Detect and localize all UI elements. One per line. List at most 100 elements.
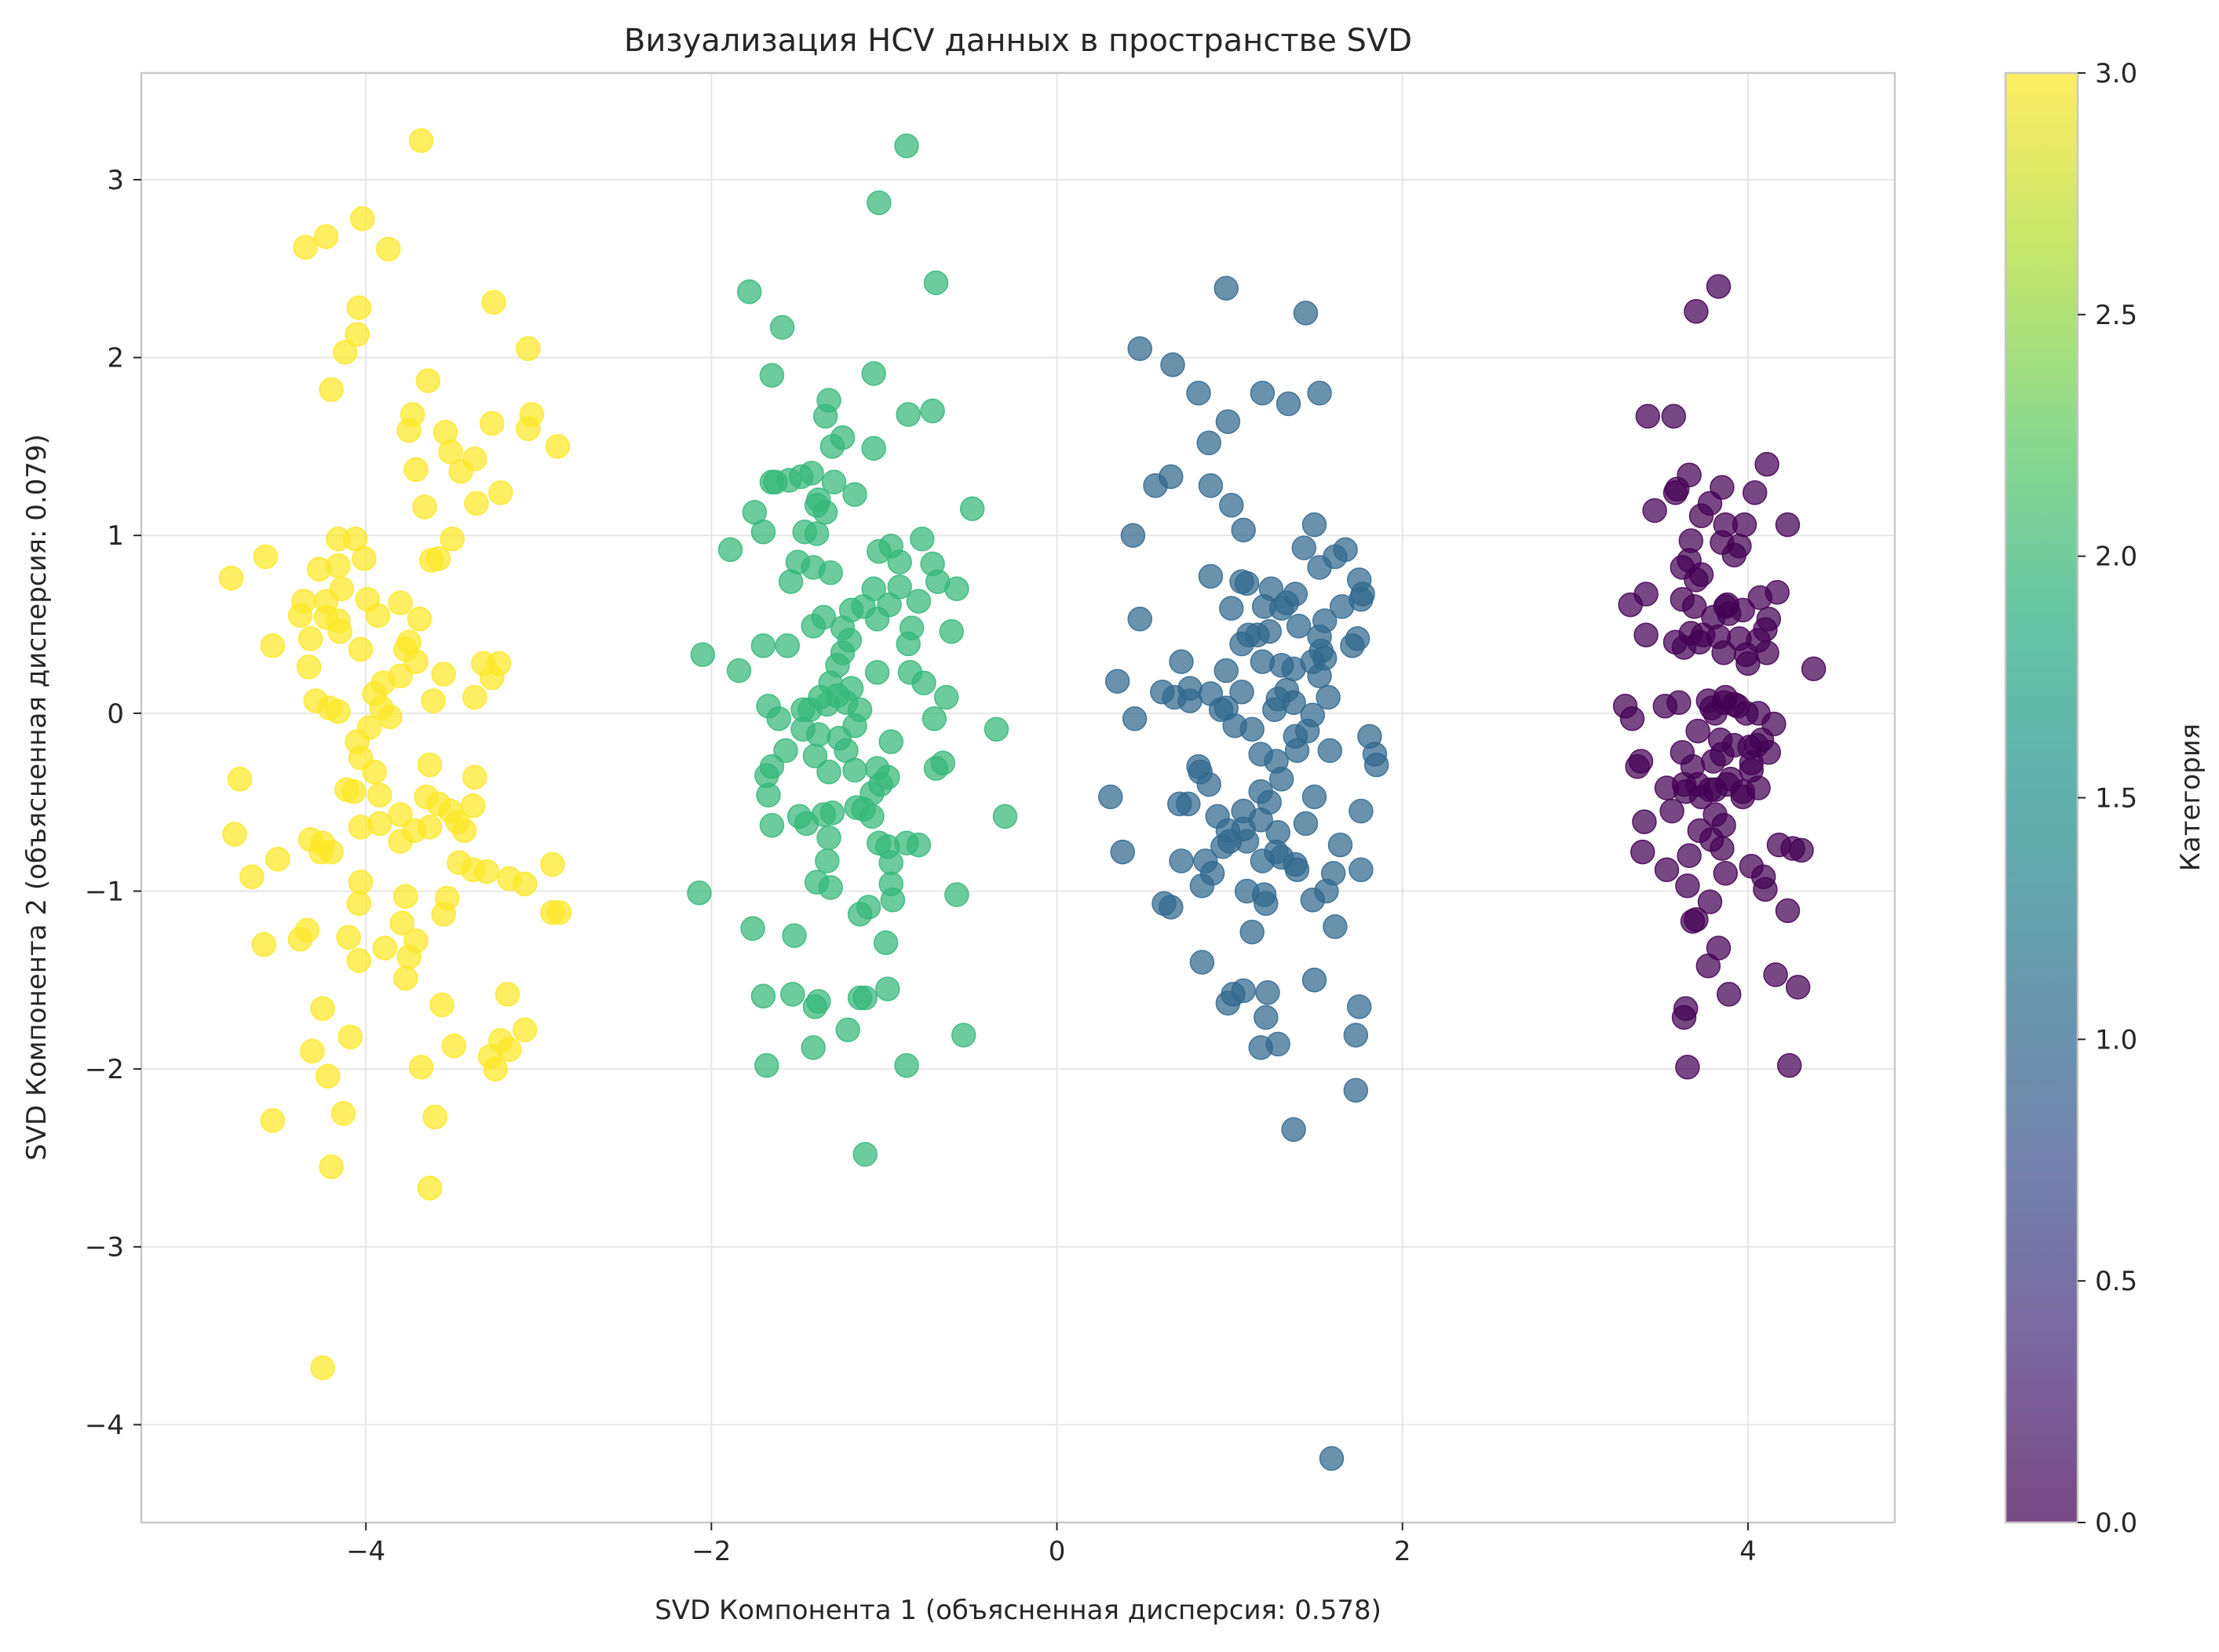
data-point	[1670, 739, 1695, 765]
data-point	[1701, 749, 1726, 774]
data-point	[1739, 757, 1765, 783]
data-point	[864, 606, 890, 632]
data-point	[1219, 492, 1244, 518]
data-point	[218, 565, 244, 591]
data-point	[1661, 403, 1687, 429]
data-point	[1625, 754, 1650, 779]
data-point	[1268, 766, 1294, 792]
data-point	[1169, 848, 1194, 873]
y-tick-label: 0	[107, 698, 124, 730]
data-point	[429, 992, 454, 1018]
data-point	[811, 802, 837, 827]
data-point	[330, 1101, 356, 1126]
data-point	[939, 618, 965, 644]
data-point	[815, 848, 840, 873]
data-point	[852, 985, 878, 1011]
data-point	[336, 924, 361, 950]
data-point	[480, 665, 505, 691]
data-point	[431, 662, 456, 687]
data-point	[1239, 717, 1265, 742]
data-point	[894, 1052, 919, 1078]
data-point	[835, 1017, 860, 1042]
data-point	[1635, 403, 1661, 429]
data-point	[802, 994, 828, 1019]
data-point	[1214, 658, 1239, 684]
data-point	[790, 717, 816, 742]
data-point	[334, 777, 359, 803]
data-point	[1633, 622, 1659, 647]
data-point	[1675, 1055, 1700, 1080]
series-category-3	[218, 128, 572, 1380]
data-point	[481, 290, 506, 315]
data-point	[1753, 877, 1778, 902]
data-point	[1619, 706, 1645, 731]
data-point	[367, 782, 392, 808]
data-point	[864, 659, 890, 685]
data-point	[1742, 480, 1768, 505]
data-point	[1177, 688, 1203, 713]
data-point	[1239, 919, 1265, 945]
data-point	[1675, 873, 1700, 899]
data-point	[403, 649, 429, 674]
data-point	[512, 871, 538, 897]
data-point	[419, 548, 444, 573]
data-point	[690, 642, 716, 667]
data-point	[516, 336, 541, 362]
y-tick-label: 3	[107, 165, 124, 196]
data-point	[930, 750, 956, 776]
colorbar-tick-label: 0.5	[2095, 1266, 2137, 1297]
data-point	[1219, 596, 1244, 621]
data-point	[816, 825, 841, 851]
data-point	[512, 1017, 538, 1042]
data-point	[488, 480, 513, 505]
data-point	[1281, 1117, 1306, 1142]
data-point	[1160, 352, 1185, 377]
data-point	[1732, 512, 1757, 538]
data-point	[818, 875, 843, 900]
data-point	[365, 603, 391, 628]
data-point	[1104, 669, 1130, 694]
data-point	[438, 439, 463, 465]
data-point	[1307, 555, 1332, 580]
data-point	[818, 560, 843, 585]
data-point	[1215, 409, 1241, 434]
data-point	[1205, 804, 1230, 830]
y-tick-label: −4	[85, 1409, 124, 1441]
data-point	[1198, 473, 1224, 498]
data-point	[1776, 1052, 1802, 1078]
data-point	[222, 822, 247, 847]
data-point	[842, 482, 867, 507]
data-point	[372, 935, 398, 961]
data-point	[1307, 663, 1332, 689]
data-point	[736, 279, 762, 305]
data-point	[417, 1176, 443, 1201]
data-point	[300, 1038, 325, 1064]
colorbar-label: Категория	[2175, 724, 2206, 872]
data-point	[375, 236, 401, 262]
data-point	[1775, 512, 1801, 538]
x-axis-label: SVD Компонента 1 (объясненная дисперсия:…	[655, 1595, 1381, 1626]
data-point	[923, 270, 949, 296]
data-point	[740, 916, 765, 941]
x-axis-ticks: −4 −2 0 2 4	[346, 1523, 1757, 1567]
data-point	[346, 891, 372, 917]
data-point	[451, 818, 477, 844]
data-point	[1765, 579, 1790, 605]
data-point	[1098, 784, 1123, 810]
data-point	[1677, 548, 1702, 573]
data-point	[315, 1063, 341, 1089]
data-point	[389, 910, 415, 936]
data-point	[1196, 430, 1221, 456]
data-point	[345, 322, 370, 347]
data-point	[1215, 990, 1241, 1016]
colorbar: 0.0 0.5 1.0 1.5 2.0 2.5 3.0 Категория	[2004, 58, 2206, 1539]
data-point	[348, 636, 374, 662]
colorbar-tick-label: 1.0	[2095, 1024, 2137, 1056]
data-point	[1642, 498, 1667, 523]
data-point	[1196, 771, 1221, 797]
data-point	[1363, 752, 1389, 778]
data-point	[1703, 802, 1728, 827]
data-point	[348, 870, 374, 895]
data-point	[422, 1104, 447, 1130]
data-point	[842, 757, 867, 783]
